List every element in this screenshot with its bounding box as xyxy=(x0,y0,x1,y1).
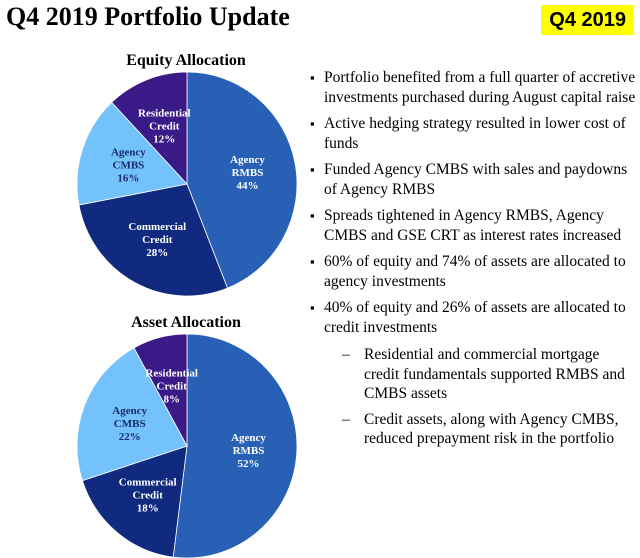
asset-allocation-pie-chart: Agency RMBS 52% Commercial Credit 18% Agency CM… xyxy=(76,333,298,558)
quarter-badge: Q4 2019 xyxy=(541,5,634,35)
pie-slice-residential-credit xyxy=(111,71,188,186)
pie-slice-label-agency-rmbs: Agency RMBS 44% xyxy=(230,154,265,192)
pie-slice-label-agency-rmbs: Agency RMBS 52% xyxy=(231,432,266,470)
sub-bullet-item: Residential and commercial mortgage cred… xyxy=(324,345,636,404)
bullet-item: 60% of equity and 74% of assets are allo… xyxy=(310,252,636,291)
pie-slice-agency-rmbs xyxy=(172,333,298,558)
equity-allocation-pie-chart: Agency RMBS 44% Commercial Credit 28% Agency CM… xyxy=(76,71,298,297)
pie-slice-label-commercial-credit: Commercial Credit 18% xyxy=(119,476,177,514)
sub-bullet-item: Credit assets, along with Agency CMBS, r… xyxy=(324,410,636,449)
pie-slice-commercial-credit xyxy=(78,183,229,297)
asset-allocation-title: Asset Allocation xyxy=(131,314,241,331)
bullet-item: 40% of equity and 26% of assets are allo… xyxy=(310,298,636,449)
pie-slice-label-commercial-credit: Commercial Credit 28% xyxy=(128,221,186,259)
bullet-item: Portfolio benefited from a full quarter … xyxy=(310,68,636,107)
bullet-item: Spreads tightened in Agency RMBS, Agency… xyxy=(310,206,636,245)
sub-bullet-list: Residential and commercial mortgage cred… xyxy=(324,345,636,449)
bullet-list: Portfolio benefited from a full quarter … xyxy=(310,68,636,456)
pie-slice-label-residential-credit: Residential Credit 12% xyxy=(138,108,191,146)
pie-slice-agency-cmbs xyxy=(76,101,188,206)
equity-allocation-title: Equity Allocation xyxy=(126,52,246,69)
pie-slice-commercial-credit xyxy=(81,445,188,558)
pie-slice-residential-credit xyxy=(133,333,188,447)
bullet-item: Funded Agency CMBS with sales and paydow… xyxy=(310,160,636,199)
pie-slice-label-agency-cmbs: Agency CMBS 22% xyxy=(112,405,147,443)
pie-slice-label-residential-credit: Residential Credit 8% xyxy=(145,367,198,405)
bullet-item-text: 40% of equity and 26% of assets are allo… xyxy=(324,299,626,336)
pie-slice-label-agency-cmbs: Agency CMBS 16% xyxy=(111,147,146,185)
bullet-item: Active hedging strategy resulted in lowe… xyxy=(310,114,636,153)
pie-slice-agency-rmbs xyxy=(186,71,298,289)
page-title: Q4 2019 Portfolio Update xyxy=(6,2,290,31)
pie-slice-agency-cmbs xyxy=(76,347,188,482)
